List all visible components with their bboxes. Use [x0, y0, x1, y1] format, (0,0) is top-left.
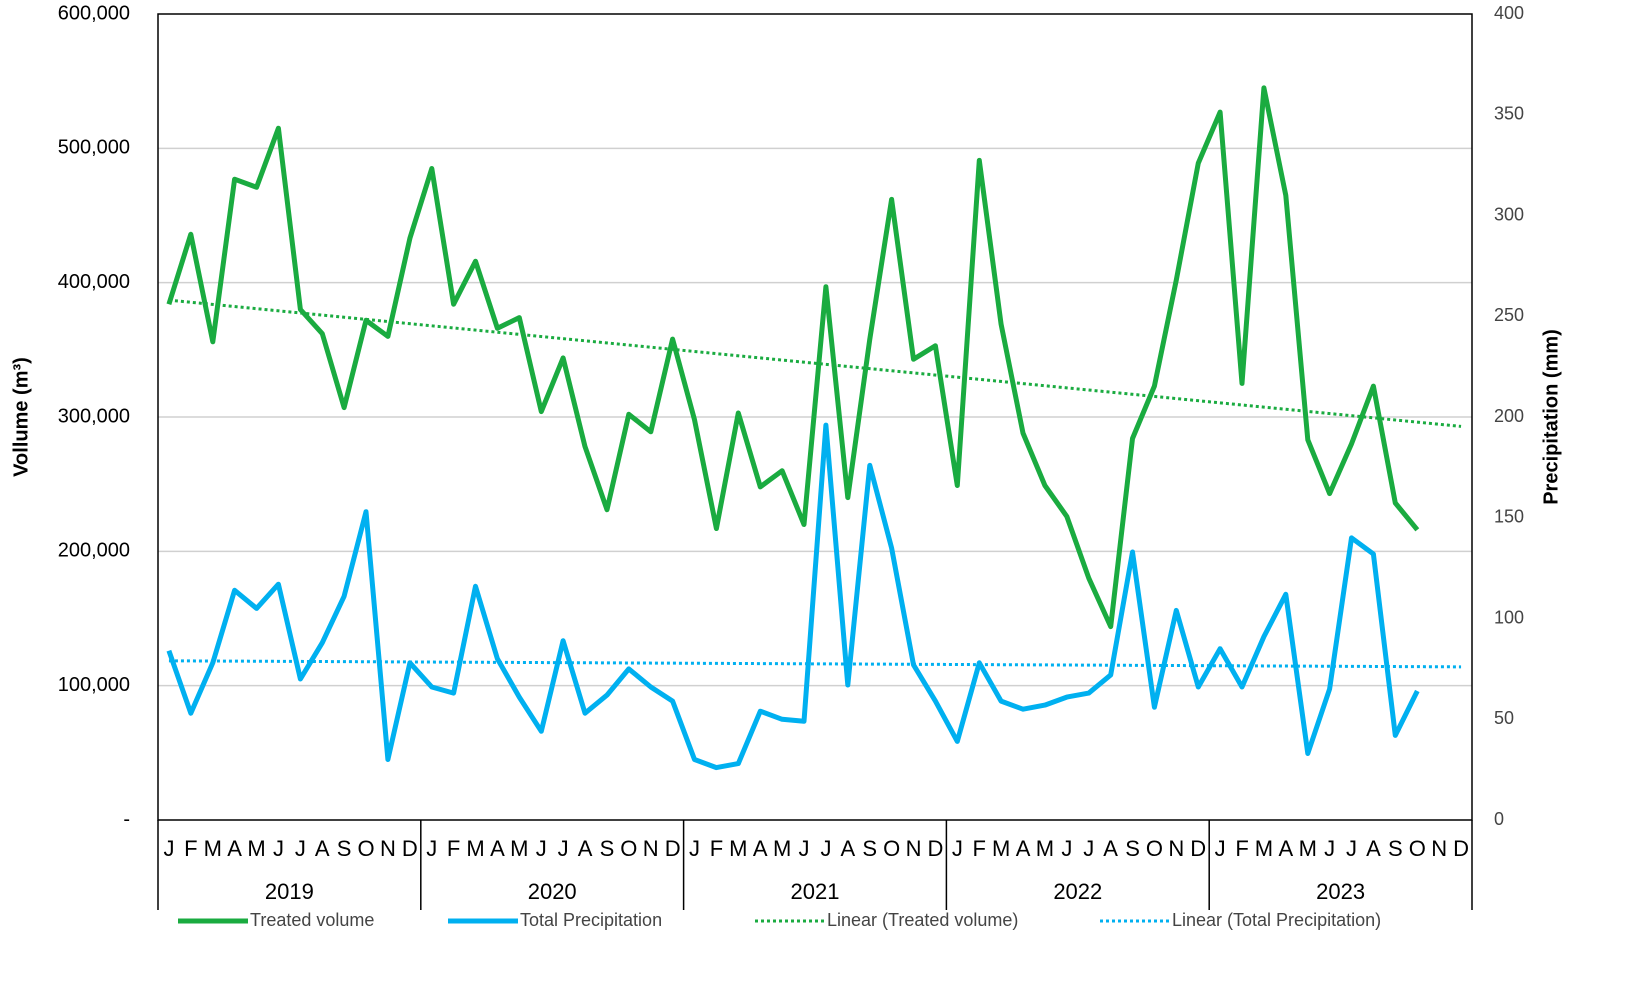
trendline: [168, 659, 1462, 669]
x-tick-label: D: [665, 836, 681, 861]
x-tick-label: S: [1388, 836, 1403, 861]
x-tick-label: J: [558, 836, 569, 861]
y2-tick-label: 150: [1494, 507, 1524, 527]
x-tick-label: D: [928, 836, 944, 861]
x-tick-label: A: [1279, 836, 1294, 861]
y2-tick-label: 350: [1494, 104, 1524, 124]
x-tick-label: F: [184, 836, 197, 861]
x-tick-label: N: [643, 836, 659, 861]
x-tick-label: F: [973, 836, 986, 861]
x-tick-label: O: [1146, 836, 1163, 861]
x-tick-label: D: [1453, 836, 1469, 861]
x-tick-label: M: [510, 836, 528, 861]
y2-tick-label: 0: [1494, 809, 1504, 829]
y-tick-label: 300,000: [58, 405, 130, 427]
x-tick-label: A: [1103, 836, 1118, 861]
x-tick-label: J: [1061, 836, 1072, 861]
x-tick-label: J: [799, 836, 810, 861]
x-tick-label: A: [227, 836, 242, 861]
x-tick-label: J: [1215, 836, 1226, 861]
x-tick-label: J: [952, 836, 963, 861]
x-tick-label: M: [1255, 836, 1273, 861]
x-tick-label: J: [163, 836, 174, 861]
x-tick-label: F: [710, 836, 723, 861]
year-label: 2022: [1053, 879, 1102, 904]
x-tick-label: O: [1409, 836, 1426, 861]
year-label: 2023: [1316, 879, 1365, 904]
x-tick-label: M: [773, 836, 791, 861]
legend-label: Linear (Total Precipitation): [1172, 910, 1381, 930]
y-tick-label: 400,000: [58, 271, 130, 293]
x-tick-label: O: [357, 836, 374, 861]
x-tick-label: N: [906, 836, 922, 861]
legend-label: Linear (Treated volume): [827, 910, 1018, 930]
x-tick-label: A: [578, 836, 593, 861]
x-tick-label: J: [820, 836, 831, 861]
x-tick-label: D: [402, 836, 418, 861]
x-tick-label: N: [1168, 836, 1184, 861]
x-tick-label: J: [1324, 836, 1335, 861]
x-tick-label: F: [1235, 836, 1248, 861]
x-tick-label: M: [1299, 836, 1317, 861]
x-tick-label: S: [600, 836, 615, 861]
y-tick-label: -: [123, 808, 130, 830]
x-tick-label: M: [204, 836, 222, 861]
x-tick-label: S: [337, 836, 352, 861]
x-tick-label: A: [753, 836, 768, 861]
x-tick-label: J: [689, 836, 700, 861]
series-line: [166, 85, 1420, 630]
x-tick-label: A: [1016, 836, 1031, 861]
trendline: [168, 298, 1462, 428]
y-tick-label: 500,000: [58, 137, 130, 159]
x-tick-label: A: [841, 836, 856, 861]
y-axis-label: Vollume (m³): [10, 357, 32, 477]
x-tick-label: M: [729, 836, 747, 861]
y2-axis-label: Precipitation (mm): [1540, 329, 1562, 505]
x-tick-label: M: [247, 836, 265, 861]
x-tick-label: J: [426, 836, 437, 861]
y2-tick-label: 100: [1494, 607, 1524, 627]
x-tick-label: J: [295, 836, 306, 861]
x-tick-label: D: [1190, 836, 1206, 861]
x-tick-label: J: [273, 836, 284, 861]
y2-tick-label: 250: [1494, 305, 1524, 325]
x-tick-label: M: [466, 836, 484, 861]
x-tick-label: A: [315, 836, 330, 861]
plot-frame: [157, 13, 1473, 821]
series-line: [166, 422, 1420, 771]
x-tick-label: N: [1431, 836, 1447, 861]
x-tick-label: J: [536, 836, 547, 861]
y-tick-label: 100,000: [58, 674, 130, 696]
year-label: 2020: [528, 879, 577, 904]
legend-label: Treated volume: [250, 910, 374, 930]
legend-label: Total Precipitation: [520, 910, 662, 930]
year-label: 2019: [265, 879, 314, 904]
y2-tick-label: 400: [1494, 3, 1524, 23]
x-tick-label: J: [1083, 836, 1094, 861]
x-tick-label: N: [380, 836, 396, 861]
x-tick-label: S: [1125, 836, 1140, 861]
y2-tick-label: 300: [1494, 204, 1524, 224]
y2-tick-label: 50: [1494, 708, 1514, 728]
y-tick-label: 600,000: [58, 2, 130, 24]
y2-tick-label: 200: [1494, 406, 1524, 426]
y-tick-label: 200,000: [58, 540, 130, 562]
x-tick-label: A: [490, 836, 505, 861]
x-tick-label: S: [862, 836, 877, 861]
x-tick-label: M: [1036, 836, 1054, 861]
x-tick-label: J: [1346, 836, 1357, 861]
x-tick-label: O: [883, 836, 900, 861]
x-tick-label: M: [992, 836, 1010, 861]
x-tick-label: F: [447, 836, 460, 861]
x-tick-label: A: [1366, 836, 1381, 861]
year-label: 2021: [791, 879, 840, 904]
x-tick-label: O: [620, 836, 637, 861]
